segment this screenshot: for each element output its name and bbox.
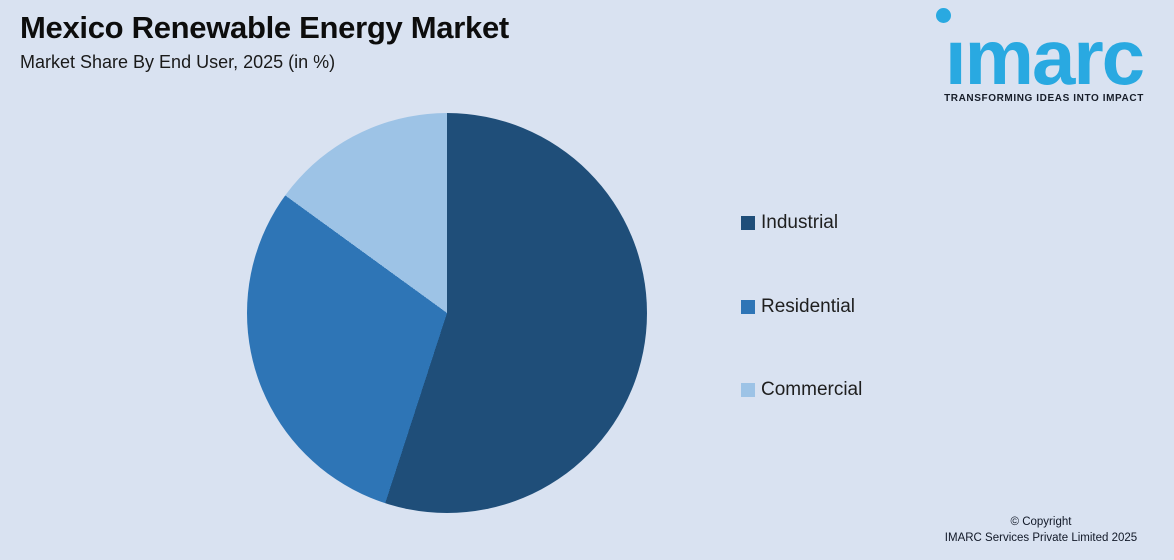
legend-label: Residential (761, 296, 855, 317)
page-subtitle: Market Share By End User, 2025 (in %) (20, 52, 336, 72)
legend-swatch-icon (741, 383, 755, 397)
copyright-line1: © Copyright (1010, 516, 1072, 528)
legend-label: Commercial (761, 379, 863, 400)
pie-chart (247, 113, 647, 513)
logo-dot-icon (936, 8, 951, 23)
legend-item-residential: Residential (741, 294, 855, 320)
copyright-line2: IMARC Services Private Limited 2025 (944, 532, 1138, 544)
legend-item-industrial: Industrial (741, 210, 838, 236)
legend-item-commercial: Commercial (741, 377, 862, 403)
legend-swatch-icon (741, 216, 755, 230)
legend-label: Industrial (761, 212, 839, 233)
copyright-notice: © Copyright IMARC Services Private Limit… (926, 514, 1156, 546)
logo-wordmark: ımarc (944, 13, 1145, 101)
page-title: Mexico Renewable Energy Market (20, 10, 509, 45)
logo-tagline: TRANSFORMING IDEAS INTO IMPACT (944, 93, 1144, 104)
legend-swatch-icon (741, 300, 755, 314)
imarc-logo: ımarc TRANSFORMING IDEAS INTO IMPACT (924, 0, 1164, 112)
